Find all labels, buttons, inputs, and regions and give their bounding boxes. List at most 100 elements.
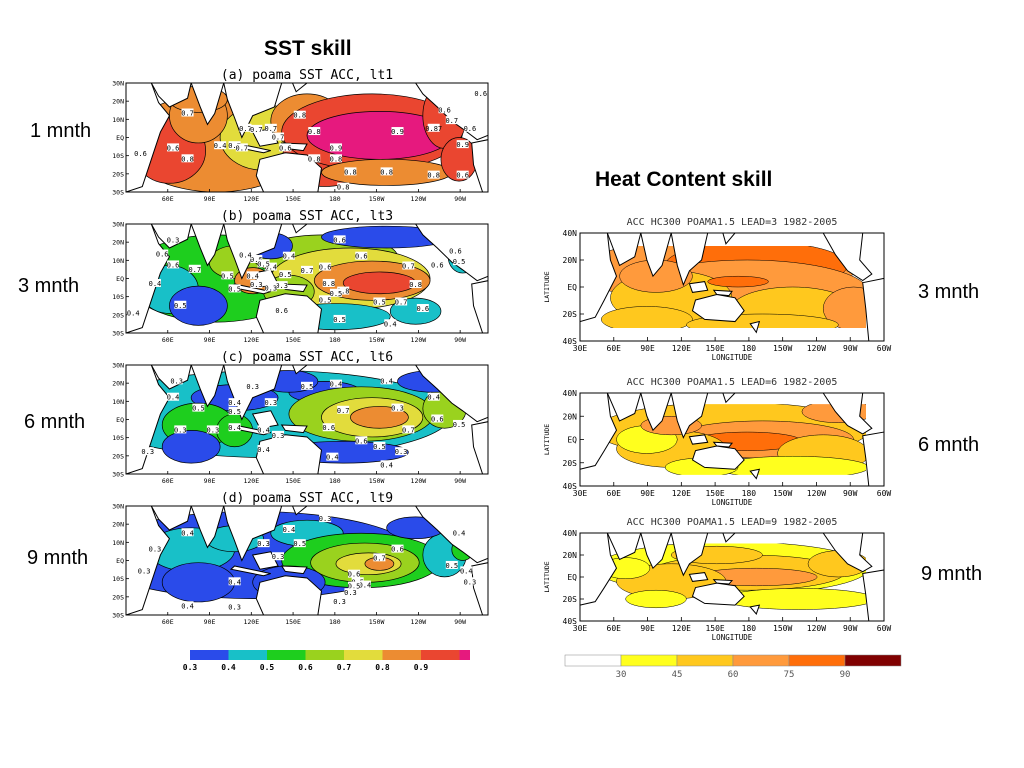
contour-label-box	[445, 560, 458, 569]
contour-label: 0.4	[181, 602, 194, 610]
y-tick-label: 40S	[563, 482, 578, 491]
new-zealand-land	[749, 320, 761, 334]
new-guinea-land	[280, 565, 308, 575]
y-tick-label: 40S	[563, 337, 578, 346]
x-tick-label: 150E	[705, 624, 724, 633]
contour-label-box	[456, 170, 469, 179]
contour-label: 0.7	[395, 298, 408, 306]
colorbar-label: 0.6	[298, 663, 313, 672]
skill-field	[126, 506, 488, 615]
new-guinea-land	[712, 289, 733, 297]
x-tick-label: 120W	[411, 618, 427, 626]
x-tick-label: 120E	[243, 195, 259, 203]
central-america-land	[414, 365, 488, 423]
y-tick-label: 20S	[563, 459, 578, 468]
contour-label-box	[301, 381, 313, 390]
contour-label: 0.6	[417, 305, 430, 313]
contour-label-box	[438, 105, 451, 114]
contour-label: 0.3	[138, 567, 151, 575]
japan-land	[291, 506, 308, 516]
x-tick-label: 150E	[705, 489, 724, 498]
australia-land	[255, 293, 323, 333]
colorbar-swatch	[190, 650, 229, 660]
contour-label-box	[228, 141, 241, 150]
skill-region	[601, 306, 693, 329]
contour-label-box	[134, 148, 147, 157]
contour-label-box	[228, 423, 241, 432]
contour-label: 0.3	[275, 282, 288, 290]
y-tick-label: 40N	[563, 229, 578, 238]
south-america-land	[471, 139, 488, 192]
contour-label: 0.4	[283, 253, 296, 261]
contour-label-box	[348, 581, 361, 590]
contour-label: 0.3	[319, 515, 332, 523]
contour-label-box	[257, 259, 270, 268]
contour-label-box	[148, 278, 161, 287]
contour-label-box	[188, 264, 201, 273]
x-tick-label: 90W	[454, 195, 466, 203]
x-tick-label: 150E	[285, 195, 301, 203]
contour-label: 0.7	[236, 144, 249, 152]
contour-label-box	[170, 376, 183, 385]
hc-map-lead3: ACC HC300 POAMA1.5 LEAD=3 1982-2005 40N 20…	[543, 217, 892, 361]
x-tick-label: 120W	[807, 489, 826, 498]
contour-label-box	[453, 528, 466, 537]
y-tick-label: 20S	[112, 452, 124, 460]
central-america-land	[822, 232, 873, 282]
contour-label: 0.6	[167, 261, 180, 269]
contour-label: 0.6	[431, 261, 444, 269]
contour-label-box	[167, 143, 180, 152]
contour-label: 0.3	[333, 598, 346, 606]
contour-label: 0.7	[264, 125, 277, 133]
x-tick-label: 150E	[285, 336, 301, 344]
contour-label-box	[264, 123, 277, 132]
contour-label-box	[282, 524, 295, 533]
contour-label-box	[308, 127, 321, 136]
contour-label: 0.4	[167, 394, 180, 402]
contour-label: 0.4	[149, 280, 162, 288]
sst-skill-title: SST skill	[264, 37, 352, 60]
y-tick-label: 20N	[112, 239, 124, 247]
contour-label: 0.8	[337, 184, 350, 192]
contour-label-box	[333, 235, 346, 244]
contour-label: 0.6	[319, 264, 332, 272]
x-tick-label: 120W	[807, 624, 826, 633]
contour-label: 0.8	[409, 281, 422, 289]
contour-label: 0.3	[246, 383, 259, 391]
contour-label-box	[351, 577, 364, 586]
contour-label-box	[228, 577, 241, 586]
y-tick-label: 20N	[563, 412, 578, 421]
y-tick-label: 20N	[112, 98, 124, 106]
y-tick-label: 10N	[112, 539, 124, 547]
contour-label: 0.3	[344, 589, 357, 597]
contour-label-box	[264, 398, 277, 407]
contour-label-box	[449, 246, 462, 255]
colorbar-label: 0.7	[337, 663, 352, 672]
colorbar-label: 45	[672, 670, 683, 680]
contour-label: 0.7	[337, 407, 350, 415]
x-tick-label: 90W	[843, 624, 858, 633]
contour-label-box	[181, 154, 194, 163]
y-tick-label: 30S	[112, 612, 124, 620]
lead-label-3-mnth: 3 mnth	[18, 275, 80, 297]
contour-label: 0.3	[272, 553, 285, 561]
contour-label: 0.4	[239, 252, 252, 260]
x-tick-label: 120E	[672, 344, 691, 353]
contour-label: 0.3	[264, 399, 277, 407]
contour-label: 0.4	[380, 377, 393, 385]
contour-label-box	[293, 539, 306, 548]
lead-label-9-mnth: 9 mnth	[27, 547, 89, 569]
africa-land	[579, 232, 618, 323]
contour-label: 0.4	[246, 272, 259, 280]
contour-label-box	[463, 123, 476, 132]
contour-label: 0.3	[395, 448, 408, 456]
x-axis-label: LONGITUDE	[712, 353, 753, 361]
x-tick-label: 60W	[877, 344, 892, 353]
contour-label: 0.4	[359, 582, 372, 590]
hc-lead-label-6-mnth: 6 mnth	[918, 434, 980, 456]
contour-label: 0.8	[330, 155, 343, 163]
contour-label: 0.3	[170, 377, 183, 385]
contour-label-box	[395, 447, 408, 456]
contour-label-box	[319, 295, 332, 304]
x-tick-label: 90W	[454, 618, 466, 626]
